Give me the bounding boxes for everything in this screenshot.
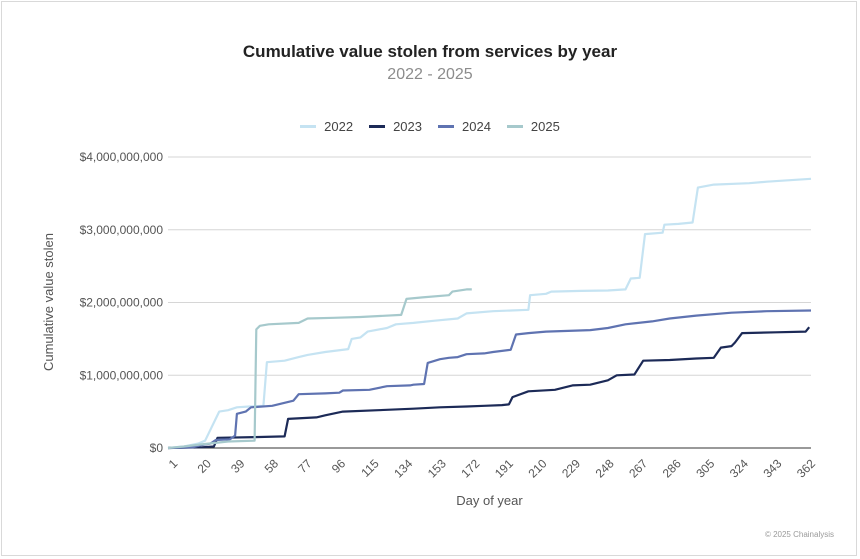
y-tick-label: $1,000,000,000 bbox=[80, 368, 164, 382]
x-tick-label: 172 bbox=[458, 456, 482, 480]
x-tick-label: 286 bbox=[660, 456, 684, 480]
series-line-2025 bbox=[167, 288, 472, 450]
x-tick-label: 210 bbox=[525, 456, 549, 480]
x-tick-label: 229 bbox=[559, 456, 583, 480]
legend-swatch bbox=[438, 125, 454, 128]
legend-swatch bbox=[506, 125, 523, 128]
legend-swatch bbox=[369, 125, 386, 128]
legend-item-2023: 2023 bbox=[369, 119, 422, 134]
x-axis-label: Day of year bbox=[456, 493, 523, 508]
chart-legend: 2022 2023 2024 2025 bbox=[0, 119, 860, 134]
legend-swatch bbox=[300, 125, 317, 128]
copyright-notice: © 2025 Chainalysis bbox=[764, 530, 834, 539]
legend-label: 2022 bbox=[324, 119, 354, 134]
x-tick-label: 343 bbox=[760, 456, 784, 480]
series-line-2023 bbox=[167, 326, 811, 450]
legend-item-2022: 2022 bbox=[300, 119, 353, 134]
x-tick-label: 58 bbox=[262, 456, 282, 476]
y-tick-label: $2,000,000,000 bbox=[80, 296, 164, 310]
x-tick-label: 305 bbox=[693, 456, 717, 480]
legend-label: 2025 bbox=[530, 119, 560, 134]
y-tick-label: $3,000,000,000 bbox=[80, 223, 164, 237]
y-tick-label: $0 bbox=[150, 441, 164, 455]
x-tick-label: 20 bbox=[195, 456, 215, 476]
y-tick-label: $4,000,000,000 bbox=[80, 150, 164, 164]
series-line-2024 bbox=[167, 309, 812, 450]
legend-item-2025: 2025 bbox=[506, 119, 560, 134]
legend-item-2024: 2024 bbox=[438, 119, 491, 134]
legend-label: 2023 bbox=[393, 119, 422, 134]
chart-subtitle: 2022 - 2025 bbox=[387, 66, 473, 83]
x-tick-label: 362 bbox=[794, 456, 818, 480]
x-tick-label: 324 bbox=[727, 456, 751, 480]
x-tick-label: 39 bbox=[228, 456, 248, 476]
chart-title: Cumulative value stolen from services by… bbox=[242, 42, 618, 61]
x-tick-label: 191 bbox=[492, 456, 516, 480]
x-tick-label: 153 bbox=[425, 456, 449, 480]
x-tick-label: 96 bbox=[329, 456, 349, 476]
x-tick-label: 115 bbox=[358, 456, 382, 480]
x-tick-label: 248 bbox=[593, 456, 617, 480]
x-tick-label: 134 bbox=[391, 456, 415, 480]
legend-label: 2024 bbox=[462, 119, 491, 134]
x-tick-label: 1 bbox=[166, 456, 181, 471]
x-tick-label: 267 bbox=[626, 456, 650, 480]
y-axis-label: Cumulative value stolen bbox=[41, 233, 56, 371]
x-tick-label: 77 bbox=[295, 456, 315, 476]
